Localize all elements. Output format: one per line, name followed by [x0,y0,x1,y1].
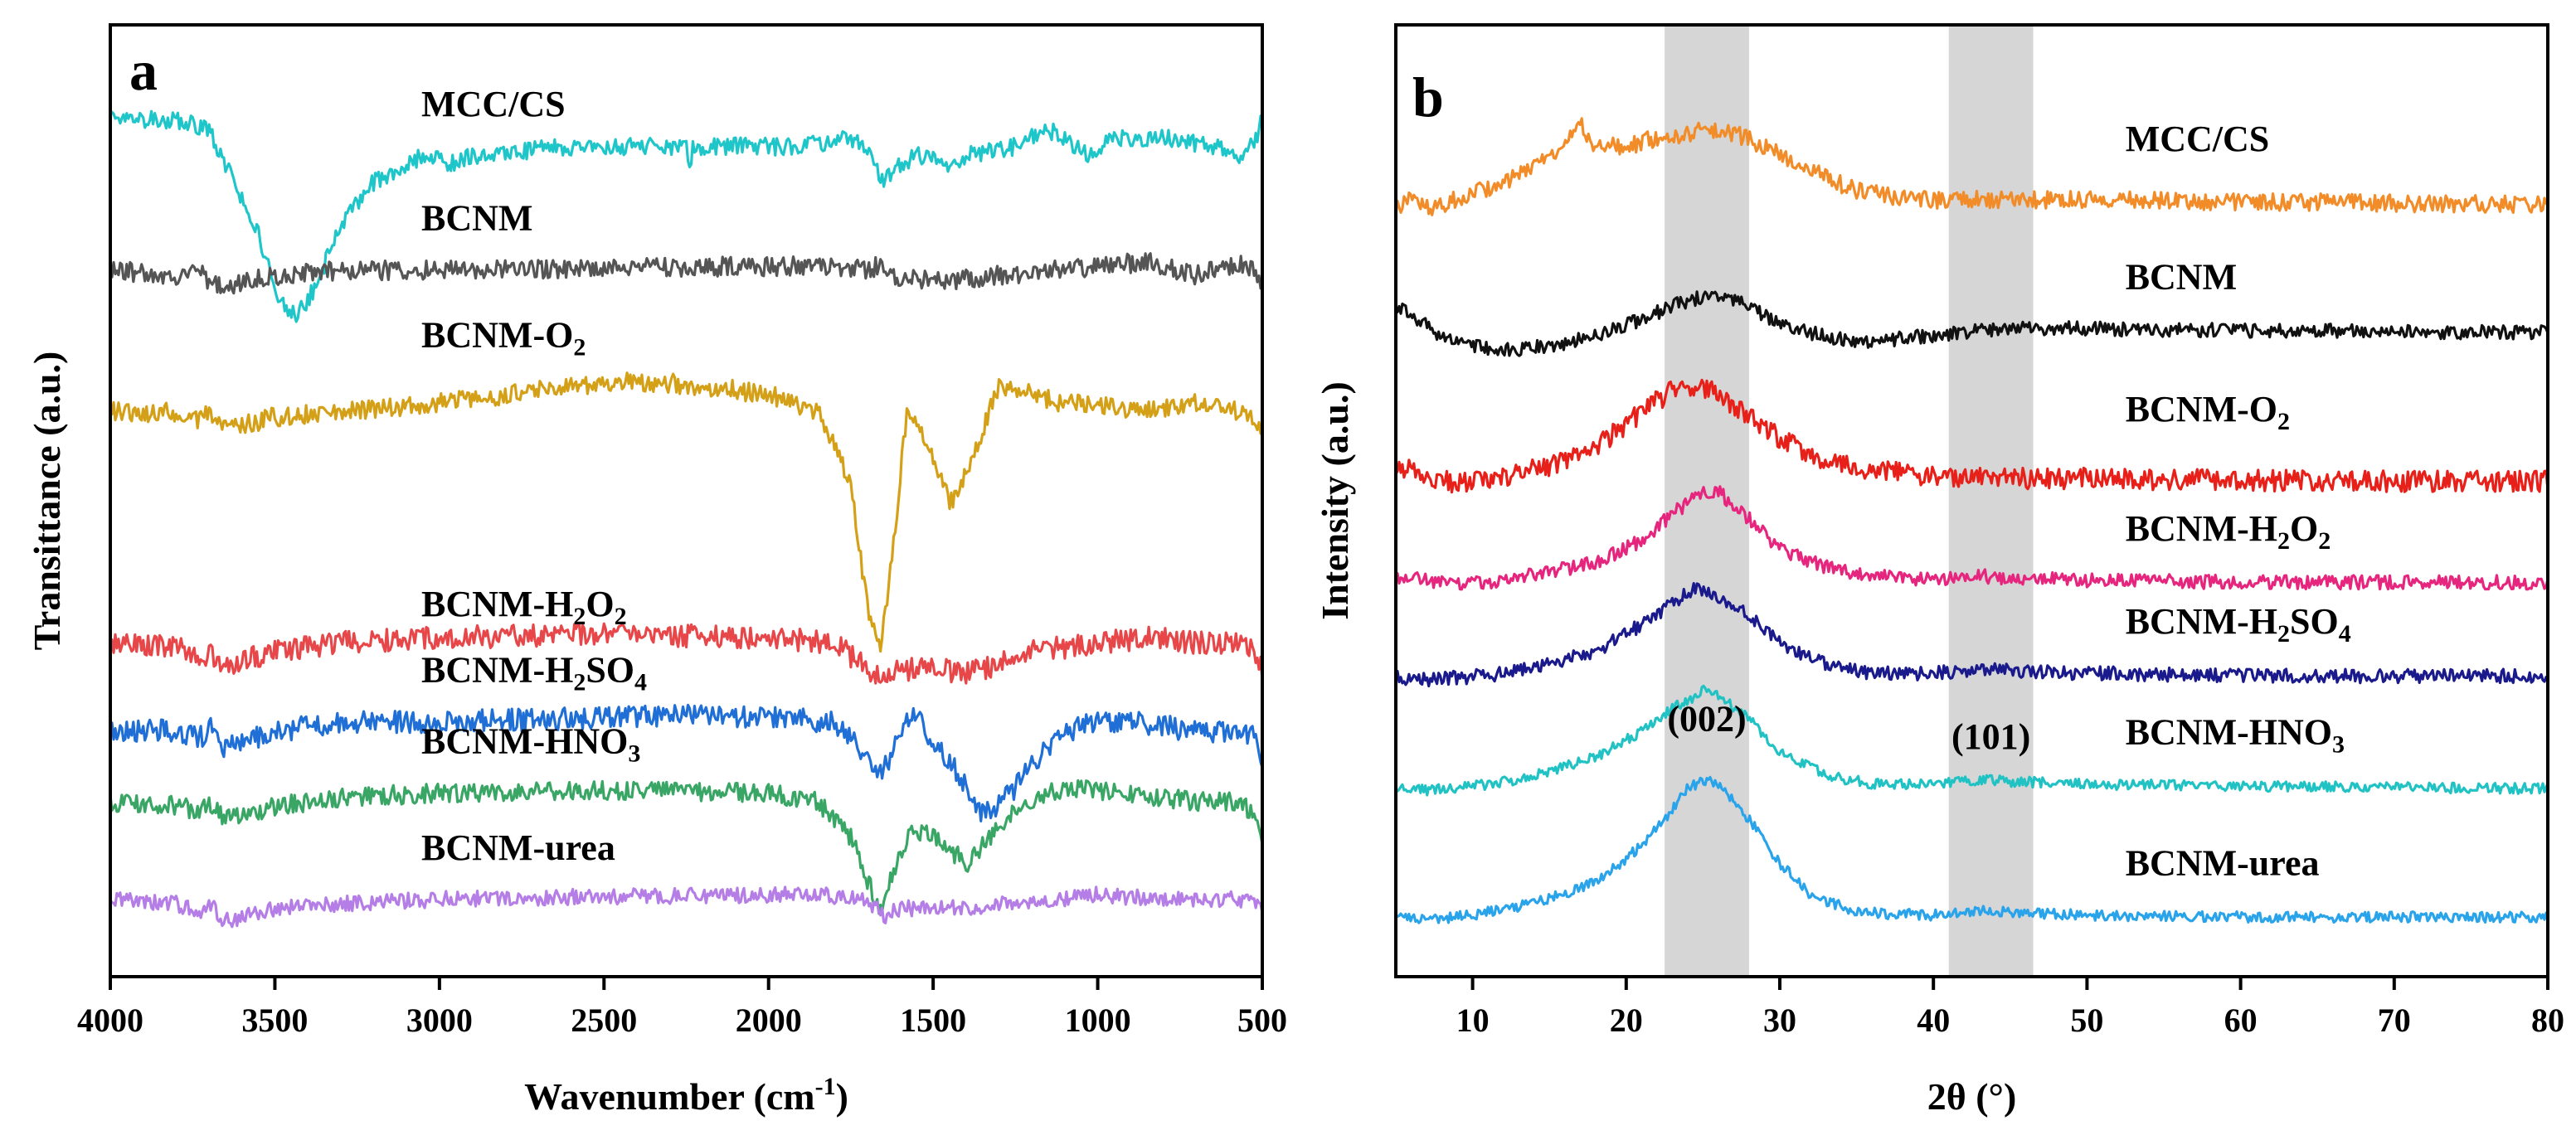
series-line-bcnm-hno3 [109,779,1264,915]
x-tick-label: 2000 [736,1002,802,1039]
series-label-bcnm: BCNM [2126,256,2237,297]
series-line-bcnm-h2so4 [109,703,1264,822]
shaded-region-002 [1665,25,1749,977]
panel-a-ftir-chart: MCC/CS BCNM BCNM-O2 BCNM-H2O2 BCNM-H2SO4 BCNM… [26,23,1287,1118]
peak-label-101: (101) [1951,716,2030,757]
x-tick-label: 1500 [900,1002,966,1039]
x-tick-label: 1000 [1065,1002,1131,1039]
series-line-mcc-cs [109,109,1263,323]
x-tick-label: 70 [2378,1002,2411,1039]
x-tick-label: 4000 [77,1002,143,1039]
series-label-bcnm-urea: BCNM-urea [421,827,615,868]
panel-letter: a [129,39,158,102]
x-tick-label: 10 [1456,1002,1490,1039]
y-axis-title: Intensity (a.u.) [1314,381,1356,620]
series-label-bcnm-hno3: BCNM-HNO3 [2126,712,2345,759]
series-label-mcc-cs: MCC/CS [2126,119,2270,159]
series-label-bcnm: BCNM [421,198,532,239]
series-label-bcnm-h2o2: BCNM-H2O2 [421,584,627,630]
series-line-bcnm-h2o2 [1394,485,2549,591]
x-tick-label: 80 [2531,1002,2564,1039]
x-axis-title: Wavenumber (cm-1) [524,1073,848,1118]
x-tick-label: 3000 [406,1002,473,1039]
series-line-bcnm-h2so4 [1394,582,2549,688]
series-line-bcnm-o2 [109,371,1264,653]
x-tick-label: 40 [1917,1002,1950,1039]
y-axis-title: Transittance (a.u.) [26,352,68,651]
x-tick-label: 20 [1610,1002,1643,1039]
peak-label-002: (002) [1667,699,1746,740]
series-label-bcnm-o2: BCNM-O2 [2126,389,2290,435]
x-tick-label: 50 [2070,1002,2103,1039]
series-label-mcc-cs: MCC/CS [421,84,566,124]
series-label-bcnm-urea: BCNM-urea [2126,843,2320,884]
x-tick-label: 500 [1237,1002,1287,1039]
series-line-bcnm [1394,290,2549,357]
series-label-bcnm-h2so4: BCNM-H2SO4 [421,649,647,696]
x-tick-label: 3500 [241,1002,308,1039]
series-line-bcnm-urea [109,885,1264,929]
series-line-bcnm-urea [1395,775,2549,924]
panel-b-xrd-chart: MCC/CS BCNM BCNM-O2 BCNM-H2O2 BCNM-H2SO4 BCNM… [1314,23,2564,1118]
plot-frame [1394,23,2549,978]
panel-letter: b [1412,65,1444,129]
x-tick-label: 30 [1763,1002,1796,1039]
shaded-region-101 [1948,25,2034,977]
series-line-bcnm-hno3 [1394,684,2549,797]
x-tick-label: 2500 [571,1002,637,1039]
x-axis-title: 2θ (°) [1927,1075,2017,1118]
series-line-mcc-cs [1394,117,2549,216]
series-label-bcnm-o2: BCNM-O2 [421,314,586,361]
x-tick-label: 60 [2224,1002,2258,1039]
series-line-bcnm [109,252,1264,295]
series-line-bcnm-o2 [1394,378,2549,494]
series-label-bcnm-hno3: BCNM-HNO3 [421,721,640,768]
series-label-bcnm-h2o2: BCNM-H2O2 [2126,508,2331,555]
plot-frame [109,23,1264,978]
series-label-bcnm-h2so4: BCNM-H2SO4 [2126,601,2351,648]
series-line-bcnm-h2o2 [109,622,1264,685]
